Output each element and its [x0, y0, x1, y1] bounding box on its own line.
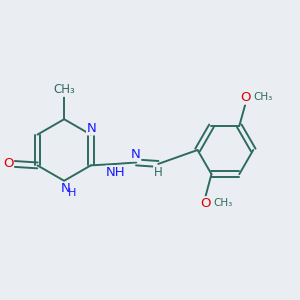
Text: O: O — [200, 197, 211, 210]
Text: CH₃: CH₃ — [214, 198, 233, 208]
Text: N: N — [61, 182, 70, 196]
Text: NH: NH — [106, 166, 125, 179]
Text: O: O — [240, 91, 250, 104]
Text: O: O — [3, 157, 13, 170]
Text: N: N — [87, 122, 97, 135]
Text: N: N — [131, 148, 140, 161]
Text: CH₃: CH₃ — [53, 83, 75, 96]
Text: H: H — [154, 166, 163, 178]
Text: H: H — [68, 188, 76, 198]
Text: CH₃: CH₃ — [254, 92, 273, 102]
